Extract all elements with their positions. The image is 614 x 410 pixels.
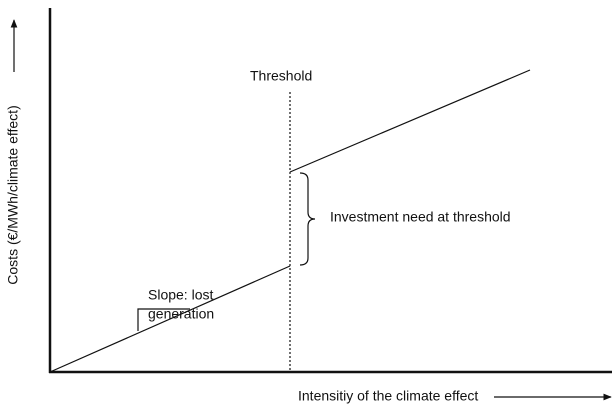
- brace: [299, 172, 316, 266]
- y-axis-label: Costs (€/MWh/climate effect): [5, 105, 21, 284]
- cost-line-after: [289, 69, 531, 173]
- slope-label: Slope: lost: [148, 287, 213, 303]
- investment-label: Investment need at threshold: [330, 209, 511, 225]
- x-axis-label: Intensitiy of the climate effect: [298, 388, 478, 404]
- slope-label: generation: [148, 306, 214, 322]
- cost-line-before: [49, 265, 291, 373]
- threshold-label: Threshold: [250, 68, 312, 84]
- slope-triangle: [137, 308, 190, 331]
